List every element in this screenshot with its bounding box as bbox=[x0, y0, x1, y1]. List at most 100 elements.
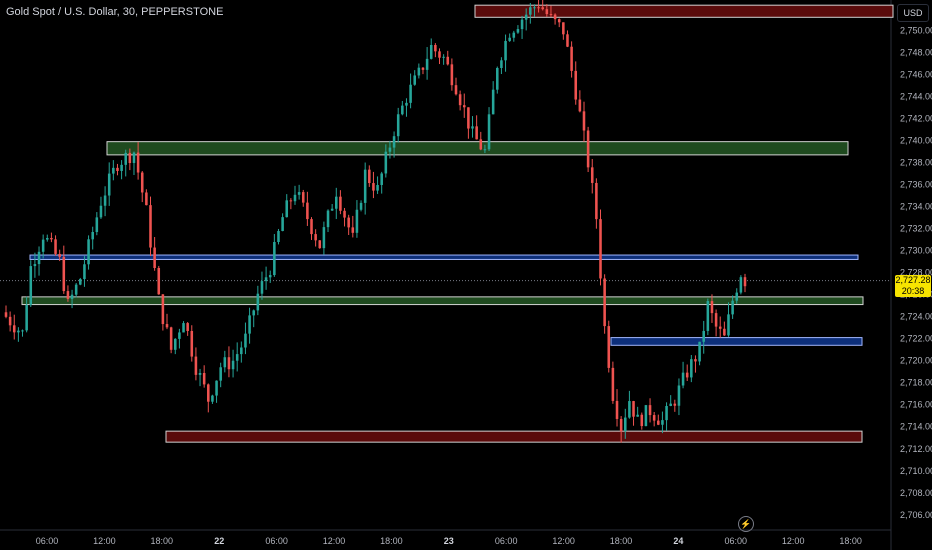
candle bbox=[124, 149, 128, 177]
price-tick-label: 2,714.00 bbox=[900, 422, 932, 432]
supply-zone-top[interactable] bbox=[474, 4, 894, 18]
candle bbox=[132, 151, 136, 176]
candle bbox=[355, 200, 359, 238]
last-price-value: 2,727.28 bbox=[895, 275, 931, 285]
candle bbox=[165, 313, 169, 330]
candle bbox=[500, 57, 503, 75]
candle bbox=[17, 327, 20, 342]
candle bbox=[458, 90, 462, 111]
time-tick-label: 12:00 bbox=[93, 536, 116, 546]
candle bbox=[202, 365, 206, 388]
price-tick-label: 2,722.00 bbox=[900, 334, 932, 344]
candle bbox=[260, 271, 264, 300]
candle bbox=[231, 349, 235, 378]
candle bbox=[268, 270, 272, 283]
bar-countdown: 20:38 bbox=[901, 286, 925, 296]
blue-zone-lower[interactable] bbox=[610, 337, 863, 346]
candle bbox=[731, 295, 734, 319]
candle bbox=[252, 309, 255, 328]
candle bbox=[644, 404, 648, 427]
candle bbox=[590, 158, 594, 194]
candle bbox=[289, 198, 293, 210]
blue-line-upper[interactable] bbox=[29, 254, 859, 260]
candle bbox=[396, 107, 400, 143]
candle bbox=[541, 0, 544, 11]
zones-layer bbox=[21, 4, 894, 443]
candle bbox=[636, 406, 639, 417]
candle bbox=[467, 107, 470, 139]
candle bbox=[343, 207, 346, 227]
candle bbox=[508, 33, 511, 42]
candle bbox=[112, 160, 115, 181]
candle bbox=[739, 275, 743, 295]
price-tick-label: 2,712.00 bbox=[900, 444, 932, 454]
candle bbox=[240, 341, 243, 363]
demand-zone-lower[interactable] bbox=[21, 296, 864, 306]
candle bbox=[314, 229, 317, 247]
candle bbox=[566, 30, 569, 48]
candle bbox=[549, 5, 553, 17]
candle bbox=[140, 171, 144, 203]
price-tick-label: 2,718.00 bbox=[900, 378, 932, 388]
candle bbox=[310, 217, 313, 240]
last-price-tag: 2,727.28 20:38 bbox=[895, 275, 931, 297]
candle bbox=[628, 390, 631, 419]
candle bbox=[153, 237, 156, 271]
price-axis[interactable]: 2,706.00 2,708.00 2,710.00 2,712.00 2,714.00… bbox=[900, 26, 932, 520]
time-tick-label: 23 bbox=[444, 536, 454, 546]
candle bbox=[58, 249, 61, 262]
candle bbox=[603, 274, 606, 334]
candle bbox=[50, 232, 53, 243]
candle bbox=[421, 67, 425, 75]
candle bbox=[496, 66, 499, 94]
candle bbox=[454, 77, 458, 96]
demand-zone-upper[interactable] bbox=[106, 141, 849, 156]
candle bbox=[248, 307, 251, 344]
candle bbox=[438, 48, 441, 65]
candle bbox=[41, 234, 45, 259]
candle bbox=[681, 361, 685, 389]
price-tick-label: 2,744.00 bbox=[900, 92, 932, 102]
candle bbox=[578, 90, 582, 113]
candle bbox=[429, 38, 433, 60]
candle bbox=[553, 13, 557, 25]
candle bbox=[372, 171, 375, 199]
time-tick-label: 06:00 bbox=[725, 536, 748, 546]
price-tick-label: 2,732.00 bbox=[900, 224, 932, 234]
candle bbox=[392, 131, 396, 158]
candle bbox=[297, 184, 301, 200]
candle bbox=[533, 4, 536, 17]
candle bbox=[652, 411, 656, 427]
candle bbox=[702, 320, 705, 354]
supply-zone-bottom[interactable] bbox=[165, 430, 863, 443]
price-tick-label: 2,708.00 bbox=[900, 488, 932, 498]
time-tick-label: 18:00 bbox=[151, 536, 174, 546]
candle bbox=[8, 311, 12, 332]
price-tick-label: 2,742.00 bbox=[900, 114, 932, 124]
candle bbox=[376, 176, 379, 194]
time-axis[interactable]: 06:00 12:00 18:00 22 06:00 12:00 18:00 23 06:00 1… bbox=[36, 536, 862, 546]
price-tick-label: 2,738.00 bbox=[900, 158, 932, 168]
candle bbox=[665, 402, 668, 431]
candle bbox=[83, 256, 86, 287]
price-tick-label: 2,736.00 bbox=[900, 180, 932, 190]
candle bbox=[735, 288, 739, 304]
candle bbox=[661, 411, 664, 434]
candles-layer bbox=[4, 0, 747, 443]
time-tick-label: 18:00 bbox=[610, 536, 633, 546]
candle bbox=[37, 246, 41, 276]
candle bbox=[107, 162, 111, 206]
candle bbox=[145, 189, 148, 206]
candle bbox=[677, 378, 681, 416]
candle bbox=[615, 389, 619, 427]
currency-button[interactable]: USD bbox=[897, 4, 929, 22]
time-tick-label: 18:00 bbox=[839, 536, 862, 546]
time-tick-label: 12:00 bbox=[552, 536, 575, 546]
candle bbox=[322, 221, 326, 255]
candle bbox=[301, 189, 305, 207]
candle bbox=[487, 107, 491, 152]
candle bbox=[640, 412, 644, 430]
lightning-icon[interactable]: ⚡ bbox=[738, 516, 754, 532]
candle bbox=[623, 408, 627, 439]
